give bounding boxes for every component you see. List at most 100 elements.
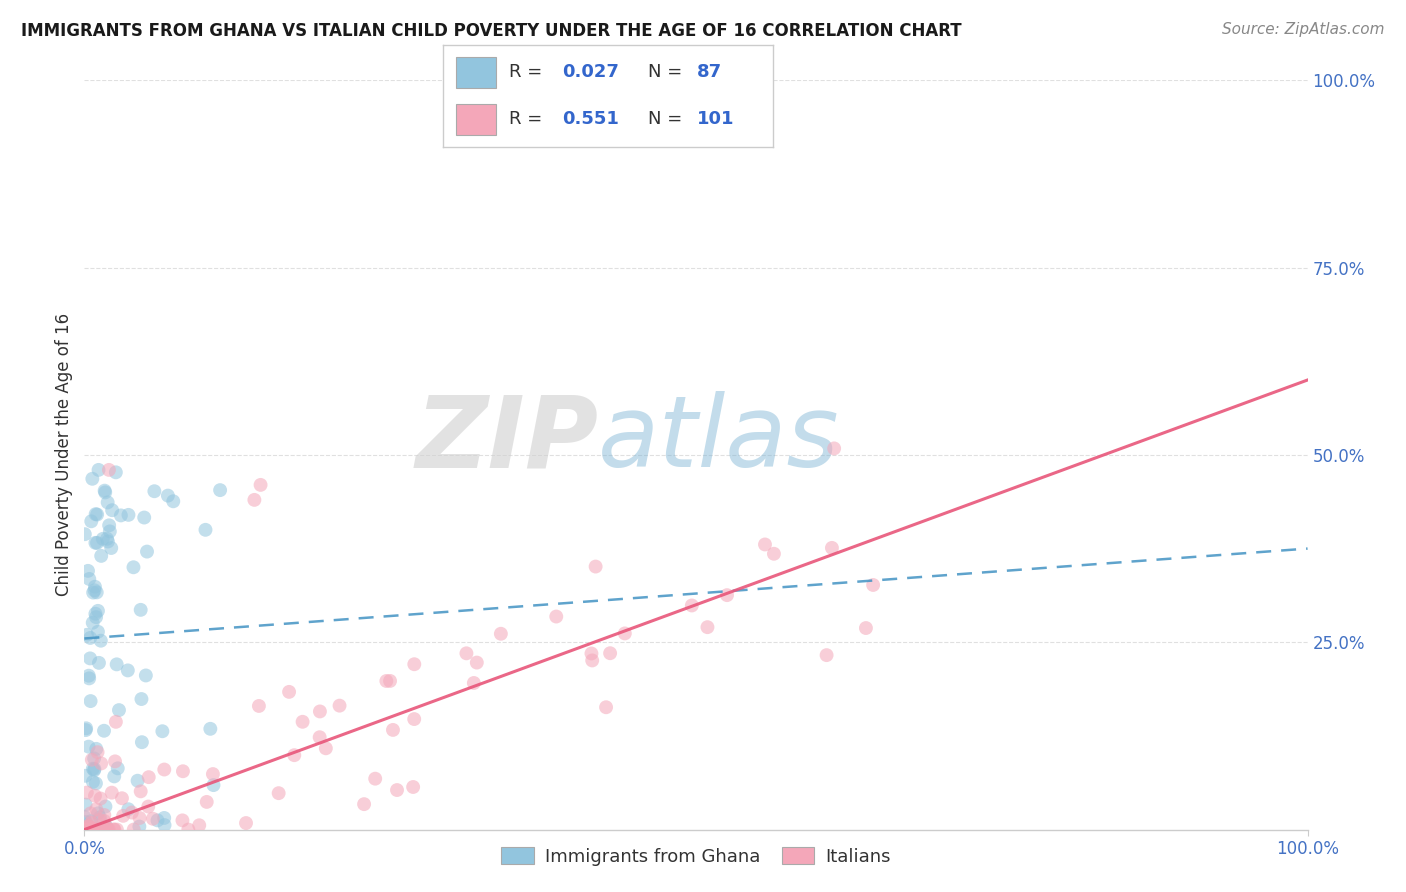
Point xyxy=(90,791,112,805)
Point xyxy=(79,822,101,837)
Point xyxy=(90,756,112,771)
Point xyxy=(188,818,211,832)
Point xyxy=(172,814,194,828)
Point xyxy=(235,816,257,830)
Point xyxy=(73,527,96,541)
Point xyxy=(581,653,603,667)
Point xyxy=(77,564,100,578)
Point xyxy=(87,604,110,618)
Text: N =: N = xyxy=(648,111,688,128)
Point xyxy=(87,624,110,639)
Point xyxy=(79,694,101,708)
Point xyxy=(97,463,120,477)
Point xyxy=(77,572,100,586)
Point xyxy=(93,822,115,837)
Point xyxy=(100,541,122,555)
Point xyxy=(815,648,838,662)
Point xyxy=(716,588,738,602)
Point xyxy=(103,769,125,783)
Point xyxy=(93,723,115,738)
Point xyxy=(378,673,401,688)
Point xyxy=(83,751,105,765)
Point xyxy=(138,770,160,784)
Point xyxy=(177,822,200,837)
Point xyxy=(84,607,107,621)
Point xyxy=(489,626,512,640)
Point xyxy=(375,673,398,688)
Text: atlas: atlas xyxy=(598,392,839,489)
Point xyxy=(97,534,120,549)
Point xyxy=(98,518,121,533)
Point xyxy=(131,692,153,706)
Point xyxy=(79,631,101,645)
Point xyxy=(75,797,97,812)
Point xyxy=(108,703,131,717)
Point xyxy=(83,763,105,777)
Point xyxy=(96,532,118,546)
Point xyxy=(87,656,110,670)
Point xyxy=(76,786,98,800)
Point xyxy=(823,442,845,456)
Point xyxy=(754,537,776,551)
Point xyxy=(247,698,270,713)
Point xyxy=(134,510,156,524)
Point xyxy=(73,810,96,824)
Point xyxy=(94,799,117,814)
FancyBboxPatch shape xyxy=(456,57,496,87)
Point xyxy=(80,514,103,528)
Point xyxy=(82,762,104,776)
Point xyxy=(153,818,176,832)
Point xyxy=(79,822,101,837)
Point xyxy=(385,783,408,797)
Point xyxy=(76,628,98,642)
Point xyxy=(77,819,100,833)
Point xyxy=(82,615,104,630)
Point xyxy=(107,761,129,775)
Point xyxy=(762,547,785,561)
Point xyxy=(80,815,103,830)
Text: R =: R = xyxy=(509,63,548,81)
Point xyxy=(80,814,103,829)
Point xyxy=(75,723,97,737)
Point xyxy=(209,483,232,497)
Point xyxy=(121,805,143,820)
Point xyxy=(97,822,120,837)
Point xyxy=(82,585,104,599)
Point xyxy=(84,580,107,594)
Point xyxy=(96,822,118,837)
Point xyxy=(315,741,337,756)
Point xyxy=(110,508,132,523)
Point xyxy=(83,822,105,837)
Point xyxy=(86,822,108,837)
Point xyxy=(77,669,100,683)
Point xyxy=(83,822,105,837)
Point xyxy=(100,786,122,800)
Point xyxy=(128,811,150,825)
Point xyxy=(353,797,375,812)
Point xyxy=(546,609,568,624)
FancyBboxPatch shape xyxy=(456,104,496,135)
Point xyxy=(76,822,98,837)
Point xyxy=(104,466,127,480)
Point xyxy=(90,549,112,563)
Point xyxy=(309,705,332,719)
Point xyxy=(103,822,125,837)
Point xyxy=(117,664,139,678)
Point xyxy=(364,772,387,786)
Point xyxy=(90,633,112,648)
Point xyxy=(86,536,108,550)
Point xyxy=(87,806,110,821)
Point xyxy=(131,735,153,749)
Point xyxy=(128,820,150,834)
Point xyxy=(93,814,115,828)
Text: 101: 101 xyxy=(697,111,735,128)
Point xyxy=(86,585,108,599)
Point xyxy=(202,778,225,792)
Point xyxy=(84,507,107,521)
Point xyxy=(129,784,152,798)
Y-axis label: Child Poverty Under the Age of 16: Child Poverty Under the Age of 16 xyxy=(55,313,73,597)
Point xyxy=(862,578,884,592)
Point xyxy=(80,753,103,767)
Point xyxy=(75,815,97,830)
Point xyxy=(136,544,159,558)
